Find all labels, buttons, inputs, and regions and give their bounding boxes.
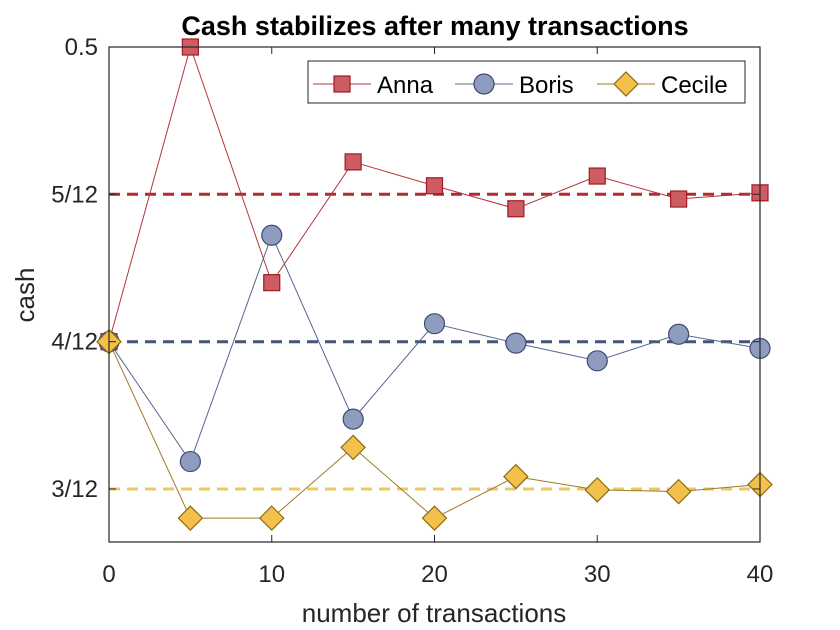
legend-marker-anna [333, 75, 351, 93]
point-boris-7 [668, 323, 690, 345]
point-anna-4 [425, 177, 444, 195]
point-cecile-5 [503, 463, 529, 490]
series-cecile [96, 328, 773, 531]
point-cecile-3 [340, 434, 366, 461]
point-cecile-7 [665, 478, 692, 505]
legend-label-cecile: Cecile [661, 72, 728, 99]
chart-title: Cash stabilizes after many transactions [181, 11, 688, 41]
point-boris-1 [179, 450, 201, 473]
point-anna-3 [344, 153, 362, 171]
point-cecile-6 [584, 476, 611, 503]
legend-marker-boris [473, 73, 495, 95]
legend-label-anna: Anna [377, 72, 434, 99]
point-anna-5 [507, 200, 525, 218]
legend-item-boris: Boris [455, 72, 574, 99]
y-tick-label: 0.5 [65, 34, 98, 61]
point-anna-7 [670, 190, 688, 208]
point-cecile-2 [258, 505, 285, 531]
point-boris-3 [342, 408, 364, 430]
axis-ticks: 0 10 20 30 40 3/12 4/12 5/12 0.5 [51, 34, 773, 588]
legend: Anna Boris Cecile [307, 60, 746, 104]
point-anna-2 [263, 274, 281, 292]
x-tick-label: 30 [584, 561, 611, 588]
point-anna-6 [588, 167, 606, 185]
point-cecile-1 [177, 505, 204, 531]
series-boris [98, 224, 771, 473]
x-tick-label: 40 [747, 561, 774, 588]
legend-item-anna: Anna [313, 72, 434, 99]
y-tick-label: 5/12 [51, 181, 98, 208]
reference-lines [109, 192, 760, 491]
point-boris-5 [505, 332, 527, 354]
x-tick-label: 10 [258, 561, 285, 588]
x-tick-label: 0 [102, 561, 115, 588]
x-tick-label: 20 [421, 561, 448, 588]
series-line-cecile [108, 341, 761, 519]
series-group [96, 38, 773, 531]
series-line-boris [108, 233, 761, 463]
y-axis-label: cash [10, 268, 40, 323]
plot-frame [108, 46, 761, 543]
point-boris-4 [423, 313, 446, 335]
point-cecile-4 [421, 505, 448, 531]
point-boris-6 [586, 350, 608, 372]
legend-item-cecile: Cecile [597, 71, 728, 99]
y-tick-label: 3/12 [51, 476, 98, 503]
legend-marker-cecile [613, 71, 639, 97]
point-boris-2 [261, 224, 283, 246]
legend-label-boris: Boris [519, 72, 574, 99]
x-axis-label: number of transactions [302, 598, 566, 628]
y-tick-label: 4/12 [51, 329, 98, 356]
legend-box [307, 60, 746, 104]
